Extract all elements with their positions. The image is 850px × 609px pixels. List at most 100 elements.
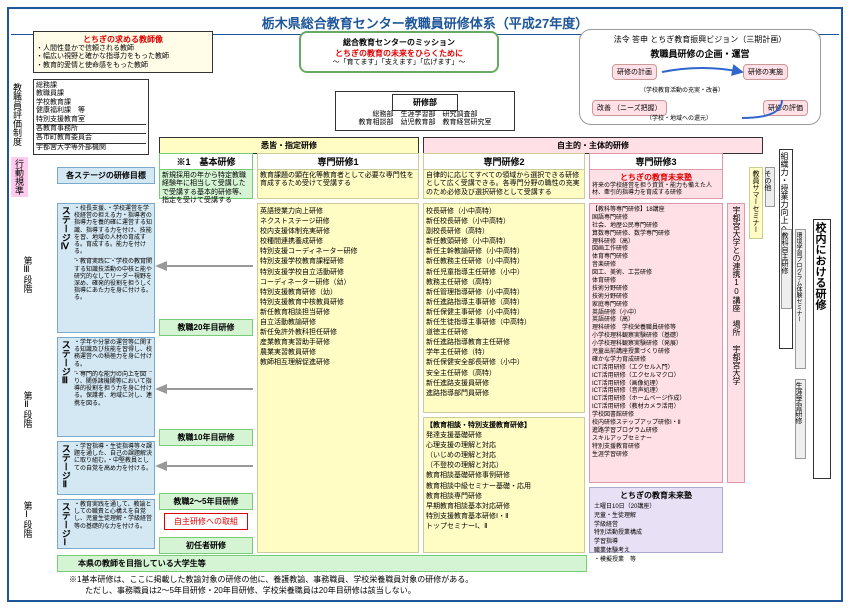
- mission-sub: 〜「育てます」「支えます」「広げます」〜: [305, 59, 493, 67]
- basic-25y: 教職2〜5年目研修: [159, 493, 253, 510]
- list-item: 特別支援学校自立活動研修: [260, 268, 416, 277]
- list-item: 体育研修: [592, 278, 720, 285]
- spec3-hdr: 専門研修3: [589, 153, 723, 170]
- cat-right: 自主的・主体的研修: [423, 137, 763, 154]
- list-item: 自立活動教諭研修: [260, 318, 416, 327]
- org: 各教育事務所: [36, 124, 146, 133]
- footer-line: ただし、事務職員は2〜5年目研修・20年目研修、学校栄養職員は20年目研修は該当…: [69, 586, 473, 596]
- list-hdr: 【教育相談・特別支援教育研修】: [426, 421, 582, 430]
- list-item: 校内支援体制充実研修: [260, 227, 416, 236]
- list-item: 進路指導部門員研修: [426, 389, 582, 398]
- list-item: 特別支援教育基本研修Ⅰ・Ⅱ: [426, 512, 582, 521]
- list-item: 算数専門研修、数学専門研修: [592, 231, 720, 238]
- arrow-icon: [155, 384, 167, 394]
- mission-hdr: 総合教育センターのミッション: [305, 37, 493, 48]
- list-item: 学校図書館研修: [592, 412, 720, 419]
- list-item: 特別支援学校教育課程研修: [260, 257, 416, 266]
- stage-2: ステージⅡ ・学習指導・生徒指導等々課題を通した、自己の課題解決に取り組む。・中…: [57, 441, 155, 495]
- stage-phase-3: 第Ⅲ段階: [19, 209, 37, 339]
- rvert-1: 教科自主研修: [781, 229, 792, 309]
- list-item: 学習指導: [594, 539, 718, 547]
- other: その他: [765, 167, 775, 207]
- basic-10y: 教職10年目研修: [159, 429, 253, 446]
- rvert-2: 環境学習プログラム体験セミナー: [795, 229, 806, 369]
- org: 特別支援教育室: [36, 116, 146, 124]
- training-dept: 研修部 総務部 生涯学習部 研究調査部 教育相談部 幼児教育部 教育経営研究室: [335, 91, 515, 131]
- list-item: ネクストステージ研修: [260, 217, 416, 226]
- org: 宇都宮大学等外部機関: [36, 143, 146, 152]
- org: 学校教育課: [36, 99, 146, 107]
- list-item: 児童・生徒理解: [594, 513, 718, 521]
- vision-box: 法令 答申 とちぎ教育振興ビジョン（三期計画） 教職員研修の企画・運営 研修の計…: [579, 29, 821, 125]
- footer: ※1基本研修は、ここに掲載した教諭対象の研修の他に、養護教諭、事務職員、学校栄養…: [69, 575, 473, 596]
- list-item: スキルアップセミナー: [592, 436, 720, 443]
- teacher-ideal-box: とちぎの求める教師像 ・人間性豊かで信頼される教師 ・幅広い視野と確かな指導力を…: [33, 31, 213, 73]
- spec2-desc: 自律的に応じてすべての領域から選択できる研修として広く受講できる。各専門分野の職…: [423, 169, 585, 199]
- spec1-desc: 教育課題の顕在化等教育者として必要な専門性を育成するため受けて受講する: [257, 169, 419, 199]
- cat-left: 悉皆・指定研修: [159, 137, 419, 154]
- list-item: 道徳主任研修: [426, 328, 582, 337]
- stage-desc: ・学年や分掌の運営等に関する知識及び技能を習得し、校務運営への積極力を身に付ける…: [74, 340, 152, 369]
- list-item: 技術分野研修: [592, 294, 720, 301]
- list-item: 副校長研修（高特）: [426, 227, 582, 236]
- list-item: 早期教育相談基本対応研修: [426, 502, 582, 511]
- list-item: （不登校の理解と対応）: [426, 461, 582, 470]
- list-item: 社会、地歴公民専門研修: [592, 223, 720, 230]
- list-item: 確かな学力育成研修: [592, 357, 720, 364]
- org: 健康福利課 等: [36, 107, 146, 115]
- arrow-line: [167, 388, 253, 390]
- list-item: （いじめの理解と対応: [426, 451, 582, 460]
- stage-label: ステージⅠ: [60, 502, 71, 548]
- list-item: 新任進路支援員研修: [426, 379, 582, 388]
- list-item: 国語専門研修: [592, 215, 720, 222]
- list-item: 生涯学習研修: [592, 452, 720, 459]
- stage-1: ステージⅠ ・教育実践を通して、教諭としての職責と心構えを自覚し、児童生徒理解・…: [57, 499, 155, 549]
- summer: 教員サマーセミナー: [749, 167, 763, 239]
- list-item: 学級経営: [594, 522, 718, 530]
- list-item: コーディネーター研修（幼）: [260, 278, 416, 287]
- pdca-title: 教職員研修の企画・運営: [582, 47, 818, 60]
- stage-label: ステージⅢ: [60, 340, 71, 386]
- ideal-item: ・幅広い視野と確かな指導力をもった教師: [36, 53, 210, 61]
- list-item: 理科研修（高）: [592, 239, 720, 246]
- list-item: 小学校理科観察実験研修（基礎）: [592, 333, 720, 340]
- list-item: 児童出前講座授業づくり研修: [592, 349, 720, 356]
- list-item: トップセミナーⅠ、Ⅱ: [426, 522, 582, 531]
- list-item: 新任主幹教諭研修（小中高特）: [426, 247, 582, 256]
- spec2-hdr: 専門研修2: [423, 153, 585, 170]
- list-item: 特別支援教育研修（幼）: [260, 288, 416, 297]
- spec2b-list: 【教育相談・特別支援教育研修】発達支援基礎研修心理支援の理解と対応（いじめの理解…: [423, 417, 585, 553]
- basic-20y: 教職20年目研修: [159, 319, 253, 336]
- list-item: 教師相互理解促進研修: [260, 358, 416, 367]
- miraijuku-hdr: とちぎの教育未来塾: [592, 490, 720, 501]
- basic-init: 初任者研修: [159, 537, 253, 554]
- basic-hdr: ※1 基本研修: [159, 153, 253, 170]
- list-item: 図工、美術、工芸研修: [592, 270, 720, 277]
- list-item: 進路学習プログラム研修: [592, 428, 720, 435]
- stage-goal: 各ステージの研修目標: [57, 167, 155, 184]
- mission-box: 総合教育センターのミッション とちぎの教育の未来をひらくために 〜「育てます」「…: [299, 31, 499, 73]
- list-item: 農業実習教員研修: [260, 348, 416, 357]
- basic-self: 自主研修への取組: [164, 513, 248, 530]
- stage-label: ステージⅡ: [60, 444, 71, 490]
- list-item: 新任管理指導研修（小中高特）: [426, 288, 582, 297]
- list-item: 特別支援コーディネーター研修: [260, 247, 416, 256]
- list-item: ICT活用研修（音声処理）: [592, 388, 720, 395]
- stage-3: ステージⅢ ・学年や分掌の運営等に関する知識及び技能を習得し、校務運営への積極力…: [57, 337, 155, 437]
- left-vert-1: 教職員評価制度: [11, 79, 24, 149]
- list-item: 心理支援の理解と対応: [426, 441, 582, 450]
- miraijuku-list: 土曜日10日（20講座）児童・生徒理解学級経営特別活動授業構成学習指導職業体験考…: [592, 501, 720, 568]
- list-item: 発達支援基礎研修: [426, 431, 582, 440]
- list-item: 英語研修（小中）: [592, 310, 720, 317]
- list-item: 学年主任研修（特）: [426, 348, 582, 357]
- list-item: 新任進路指導主事研修（高特）: [426, 298, 582, 307]
- dept-hdr: 研修部: [392, 94, 458, 111]
- stage-desc: ・教育実践に・学校の教育関する知識技活動の中核と能や研究的なしてリーダー視野を深…: [74, 258, 152, 302]
- list-item: 新任児童指導主任研修（小中）: [426, 268, 582, 277]
- stage-desc: ・学習指導・生徒指導等々課題を通した、自己の課題解決に取り組む。・中堅教員として…: [74, 444, 152, 473]
- utsunomiya: 宇都宮大学との連携10講座 場所 宇都宮大学: [727, 203, 745, 483]
- list-item: 理科研修 学校栄養職員研修等: [592, 325, 720, 332]
- stage-desc: ・校長支援、・学校運営を学校経営の担える力・指導者の指導力を養的確に運営する知識…: [74, 206, 152, 256]
- dept-row: 教育相談部 幼児教育部 教育経営研究室: [338, 119, 512, 127]
- list-item: 新任保健主事研修（小中高特）: [426, 308, 582, 317]
